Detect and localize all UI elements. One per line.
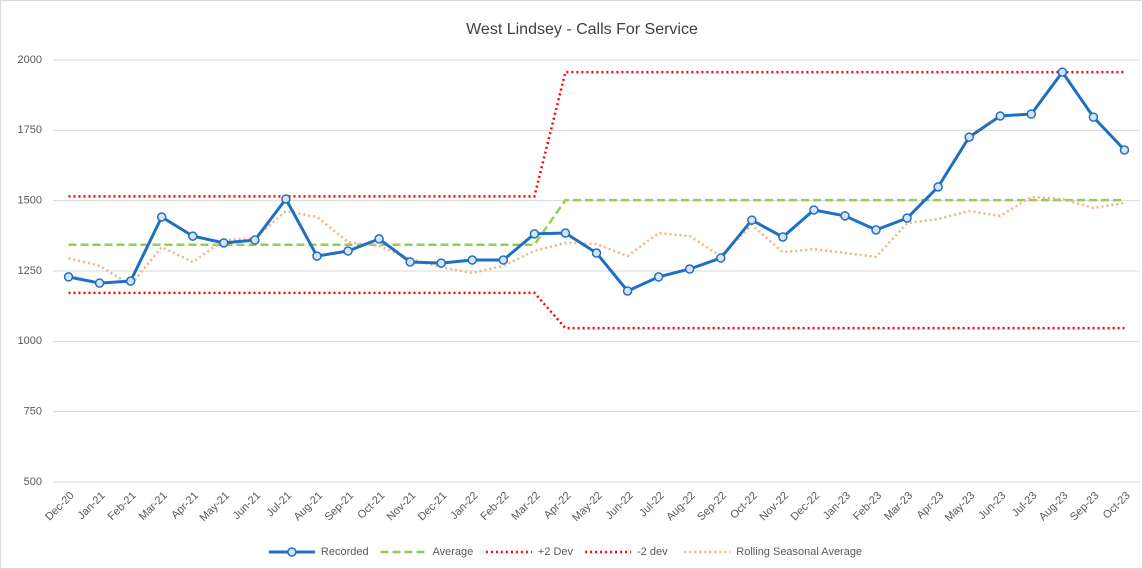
y-tick-label: 1750 [18, 124, 42, 136]
point [94, 278, 105, 288]
y-tick-label: 750 [24, 406, 42, 418]
series-line [68, 195, 1125, 287]
y-tick-label: 500 [24, 476, 42, 488]
point [529, 229, 540, 239]
point [964, 132, 974, 142]
point [653, 272, 664, 282]
point [343, 246, 353, 256]
point [1057, 67, 1068, 77]
point [902, 213, 912, 223]
point [219, 238, 229, 248]
legend-label: Average [433, 546, 474, 558]
legend-label: -2 dev [637, 546, 668, 558]
point [995, 111, 1005, 121]
point [778, 232, 788, 242]
point [156, 212, 167, 222]
point [188, 231, 198, 241]
point [591, 248, 602, 258]
point [715, 253, 726, 263]
legend-label: Rolling Seasonal Average [736, 546, 862, 558]
point [871, 225, 881, 235]
legend-label: Recorded [321, 546, 369, 558]
point [405, 257, 415, 267]
legend-marker [287, 547, 297, 557]
y-tick-label: 1500 [18, 195, 42, 207]
point [684, 264, 695, 274]
point [125, 276, 136, 286]
point [498, 255, 509, 265]
point [1088, 112, 1099, 122]
point [840, 211, 850, 221]
point [467, 255, 478, 265]
point [250, 235, 260, 245]
point [312, 251, 322, 261]
point [281, 194, 291, 204]
chart-title: West Lindsey - Calls For Service [466, 21, 698, 38]
y-tick-label: 1000 [18, 335, 42, 347]
legend-label: +2 Dev [538, 546, 574, 558]
point [933, 182, 943, 192]
point [1026, 109, 1037, 119]
point [436, 258, 446, 268]
point [809, 205, 819, 215]
point [747, 215, 757, 225]
y-tick-label: 2000 [18, 54, 42, 66]
series-line [68, 291, 1125, 330]
point [63, 272, 74, 282]
point [560, 228, 571, 238]
point [374, 234, 384, 244]
point [1119, 145, 1130, 155]
series-line [68, 198, 1125, 247]
point [622, 286, 633, 296]
y-tick-label: 1250 [18, 265, 42, 277]
series-line [68, 70, 1125, 198]
